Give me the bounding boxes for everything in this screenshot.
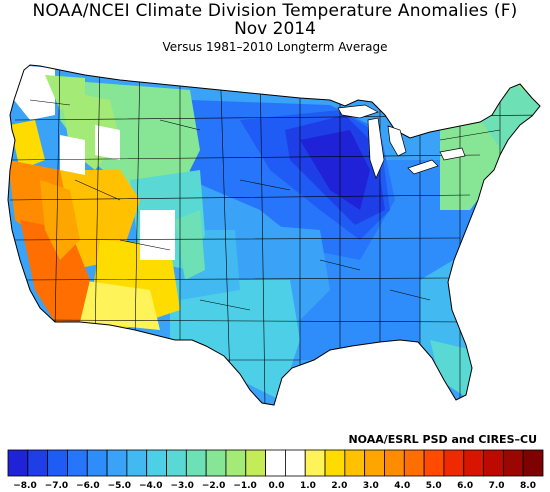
colorbar-tick-label: 1.0 — [300, 481, 316, 491]
colorbar-swatch — [403, 449, 425, 477]
colorbar-swatch — [304, 449, 326, 477]
colorbar-swatch — [166, 449, 187, 477]
colorbar-tick-label: −1.0 — [233, 481, 256, 491]
colorbar-tick-label: −3.0 — [170, 481, 193, 491]
region-florida — [430, 340, 472, 400]
colorbar-swatch — [324, 449, 346, 477]
colorbar-swatch — [47, 449, 68, 477]
region-great-lakes-cold — [300, 130, 370, 210]
colorbar-tick-label: 2.0 — [331, 481, 347, 491]
map-baseline-note: Versus 1981–2010 Longterm Average — [162, 40, 388, 54]
colorbar-swatch — [423, 449, 445, 477]
data-credit: NOAA/ESRL PSD and CIRES–CU — [348, 433, 537, 446]
colorbar-swatch — [27, 449, 49, 477]
colorbar-swatch — [384, 449, 405, 477]
region-neutral-idaho — [95, 125, 120, 160]
great-lakes — [337, 104, 466, 179]
colorbar-tick-labels: −8.0 −7.0 −6.0 −5.0 −4.0 −3.0 −2.0 −1.0 0.0 1.0 2.… — [13, 481, 536, 491]
us-outline — [7, 64, 541, 406]
colorbar-swatch — [344, 449, 366, 477]
colorbar-tick-label: −7.0 — [45, 481, 68, 491]
colorbar-tick-label: 8.0 — [520, 481, 536, 491]
division-boundaries — [9, 65, 540, 405]
colorbar-swatches — [7, 449, 544, 477]
colorbar-swatch — [67, 449, 88, 477]
region-texas — [170, 280, 300, 400]
map-subtitle: Nov 2014 — [234, 19, 316, 39]
region-neutral-oregon — [60, 135, 85, 175]
region-front-range — [175, 210, 205, 280]
colorbar-swatch — [86, 449, 108, 477]
colorbar-swatch — [502, 449, 524, 477]
us-climate-division-map — [7, 64, 541, 406]
colorbar-tick-label: 7.0 — [489, 481, 505, 491]
colorbar-tick-label: −4.0 — [139, 481, 162, 491]
colorbar-tick-label: 4.0 — [394, 481, 410, 491]
colorbar-swatch — [245, 449, 266, 477]
colorbar-swatch — [522, 449, 544, 477]
colorbar-tick-label: 3.0 — [363, 481, 379, 491]
colorbar-tick-label: −5.0 — [108, 481, 131, 491]
colorbar-swatch — [106, 449, 128, 477]
colorbar-swatch — [364, 449, 385, 477]
region-oregon-coast — [10, 120, 45, 170]
region-neutral-utah — [140, 210, 175, 260]
colorbar-swatch — [146, 449, 167, 477]
region-southwest — [80, 280, 160, 330]
colorbar-swatch — [463, 449, 484, 477]
region-new-england — [480, 85, 540, 155]
colorbar-tick-label: −8.0 — [13, 481, 36, 491]
colorbar-swatch — [443, 449, 465, 477]
colorbar-swatch — [126, 449, 148, 477]
colorbar: −8.0 −7.0 −6.0 −5.0 −4.0 −3.0 −2.0 −1.0 0.0 1.0 2.… — [7, 449, 544, 491]
map-title: NOAA/NCEI Climate Division Temperature A… — [32, 1, 518, 21]
colorbar-swatch — [205, 449, 227, 477]
colorbar-tick-label: 6.0 — [457, 481, 473, 491]
colorbar-swatch — [265, 449, 286, 477]
region-puget — [45, 75, 85, 110]
colorbar-swatch — [483, 449, 504, 477]
colorbar-swatch — [225, 449, 247, 477]
colorbar-swatch — [185, 449, 207, 477]
colorbar-tick-label: 5.0 — [426, 481, 442, 491]
region-washington-west — [14, 65, 55, 120]
colorbar-swatch — [7, 449, 29, 477]
colorbar-tick-label: −2.0 — [202, 481, 225, 491]
colorbar-tick-label: 0.0 — [269, 481, 285, 491]
colorbar-swatch — [285, 449, 306, 477]
colorbar-tick-label: −6.0 — [76, 481, 99, 491]
